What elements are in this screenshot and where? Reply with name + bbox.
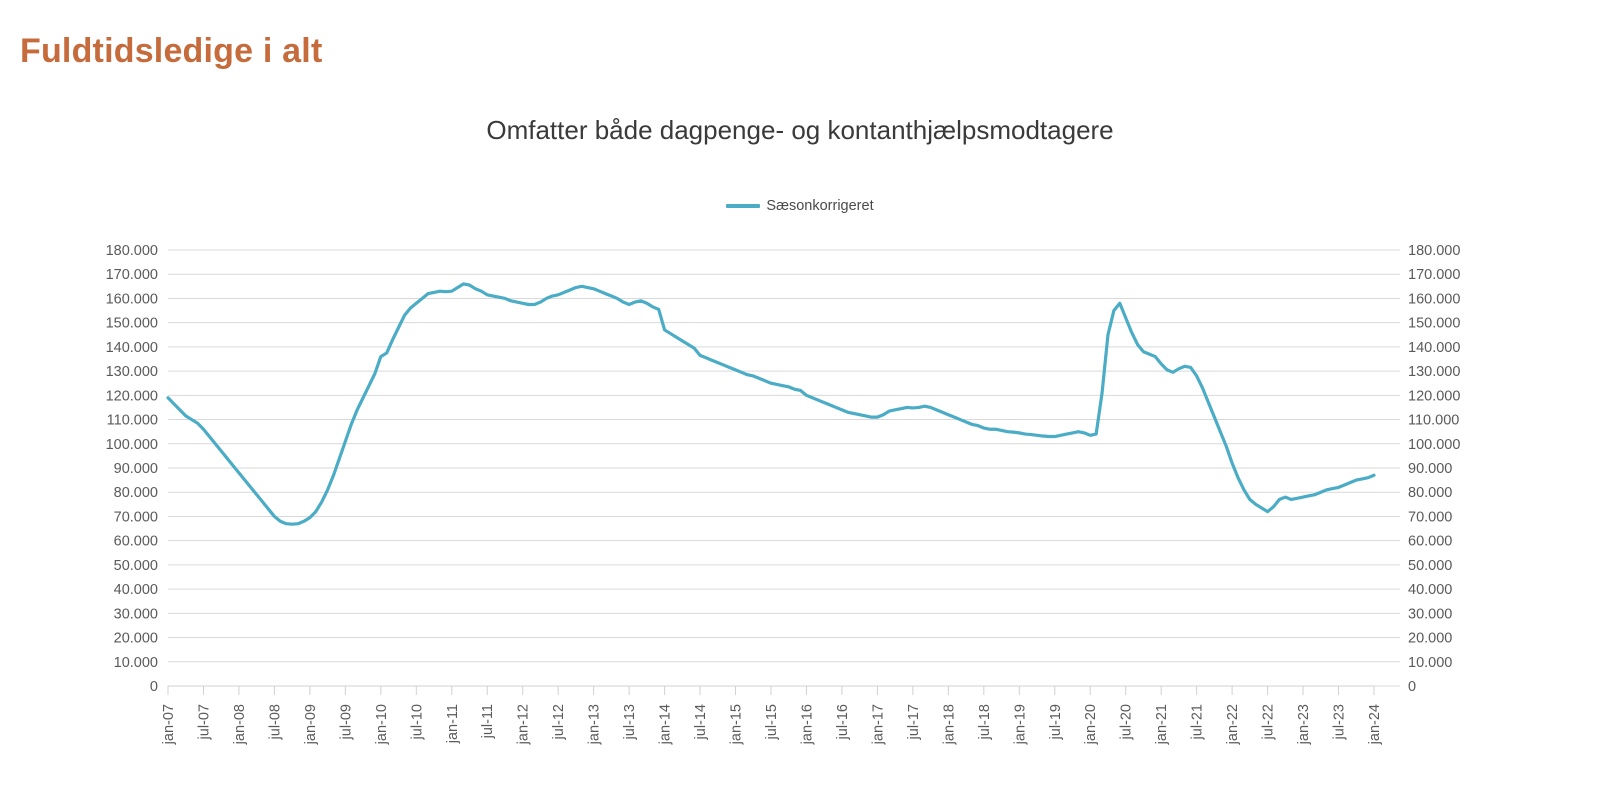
xaxis-tick-label: jan-21 bbox=[1154, 704, 1170, 745]
xaxis-tick-label: jan-15 bbox=[729, 704, 745, 745]
yaxis-tick-label: 40.000 bbox=[114, 582, 158, 598]
chart-xaxis-ticks bbox=[167, 686, 1375, 695]
yaxis-tick-label: 80.000 bbox=[114, 485, 158, 501]
yaxis-tick-label: 50.000 bbox=[114, 558, 158, 574]
yaxis-tick-label: 120.000 bbox=[1408, 388, 1460, 404]
yaxis-tick-label: 0 bbox=[150, 679, 158, 695]
yaxis-tick-label: 120.000 bbox=[106, 388, 158, 404]
series-line-saesonkorrigeret bbox=[166, 282, 1376, 526]
xaxis-tick-label: jul-23 bbox=[1332, 704, 1348, 740]
yaxis-tick-label: 170.000 bbox=[1408, 267, 1460, 283]
xaxis-tick-label: jul-15 bbox=[764, 704, 780, 740]
xaxis-tick-label: jan-11 bbox=[445, 704, 461, 744]
yaxis-tick-label: 90.000 bbox=[1408, 461, 1452, 477]
yaxis-tick-label: 0 bbox=[1408, 679, 1416, 695]
xaxis-tick-label: jan-23 bbox=[1296, 704, 1312, 745]
yaxis-tick-label: 130.000 bbox=[106, 364, 158, 380]
yaxis-tick-label: 170.000 bbox=[106, 267, 158, 283]
yaxis-tick-label: 130.000 bbox=[1408, 364, 1460, 380]
legend-item-saesonkorrigeret[interactable]: Sæsonkorrigeret bbox=[726, 198, 874, 214]
yaxis-tick-label: 70.000 bbox=[1408, 509, 1452, 525]
yaxis-tick-label: 150.000 bbox=[1408, 316, 1460, 332]
xaxis-tick-label: jul-11 bbox=[480, 704, 496, 739]
xaxis-tick-label: jan-17 bbox=[870, 704, 886, 745]
xaxis-tick-label: jul-10 bbox=[409, 704, 425, 740]
yaxis-tick-label: 160.000 bbox=[106, 291, 158, 307]
xaxis-tick-label: jul-08 bbox=[267, 704, 283, 740]
yaxis-tick-label: 160.000 bbox=[1408, 291, 1460, 307]
xaxis-tick-label: jan-09 bbox=[303, 704, 319, 745]
xaxis-tick-label: jul-22 bbox=[1261, 704, 1277, 740]
yaxis-tick-label: 90.000 bbox=[114, 461, 158, 477]
xaxis-tick-label: jul-14 bbox=[693, 704, 709, 740]
xaxis-labels: jan-07 jul-07 jan-08 jul-08 jan-09 jul-09 jan-… bbox=[161, 704, 1383, 745]
yaxis-tick-label: 60.000 bbox=[114, 534, 158, 550]
xaxis-tick-label: jul-07 bbox=[196, 704, 212, 740]
chart-subtitle: Omfatter både dagpenge- og kontanthjælps… bbox=[486, 115, 1114, 145]
xaxis-tick-label: jul-21 bbox=[1190, 704, 1206, 740]
yaxis-tick-label: 40.000 bbox=[1408, 582, 1452, 598]
yaxis-tick-label: 180.000 bbox=[106, 243, 158, 259]
xaxis-tick-label: jul-20 bbox=[1119, 704, 1135, 740]
yaxis-tick-label: 20.000 bbox=[114, 631, 158, 647]
xaxis-tick-label: jul-17 bbox=[906, 704, 922, 740]
chart-gridlines bbox=[168, 249, 1374, 687]
yaxis-tick-label: 30.000 bbox=[114, 606, 158, 622]
chart-legend: Sæsonkorrigeret bbox=[0, 198, 1600, 214]
page-title: Fuldtidsledige i alt bbox=[20, 32, 323, 70]
xaxis-tick-label: jan-16 bbox=[799, 704, 815, 745]
yaxis-tick-label: 30.000 bbox=[1408, 606, 1452, 622]
xaxis-tick-label: jan-14 bbox=[658, 704, 674, 745]
yaxis-tick-label: 50.000 bbox=[1408, 558, 1452, 574]
yaxis-tick-label: 110.000 bbox=[107, 413, 158, 429]
xaxis-tick-label: jan-24 bbox=[1367, 704, 1383, 745]
yaxis-labels-left: 180.000 170.000 160.000 150.000 140.000 130.0… bbox=[106, 243, 158, 695]
xaxis-tick-label: jul-12 bbox=[551, 704, 567, 740]
xaxis-tick-label: jan-12 bbox=[516, 704, 532, 745]
xaxis-tick-label: jan-19 bbox=[1012, 704, 1028, 745]
xaxis-tick-label: jul-13 bbox=[622, 704, 638, 740]
xaxis-tick-label: jan-18 bbox=[941, 704, 957, 745]
xaxis-tick-label: jan-08 bbox=[232, 704, 248, 745]
yaxis-tick-label: 140.000 bbox=[106, 340, 158, 356]
yaxis-tick-label: 150.000 bbox=[106, 316, 158, 332]
xaxis-tick-label: jan-07 bbox=[161, 704, 177, 745]
yaxis-tick-label: 60.000 bbox=[1408, 534, 1452, 550]
yaxis-tick-label: 140.000 bbox=[1408, 340, 1460, 356]
legend-item-label: Sæsonkorrigeret bbox=[766, 198, 874, 214]
yaxis-labels-right: 180.000 170.000 160.000 150.000 140.000 130.0… bbox=[1374, 243, 1460, 695]
xaxis-tick-label: jul-09 bbox=[338, 704, 354, 740]
legend-color-swatch bbox=[726, 204, 761, 208]
yaxis-tick-label: 180.000 bbox=[1408, 243, 1460, 259]
yaxis-tick-label: 20.000 bbox=[1408, 631, 1452, 647]
yaxis-tick-label: 110.000 bbox=[1408, 413, 1459, 429]
yaxis-tick-label: 100.000 bbox=[106, 437, 158, 453]
xaxis-tick-label: jan-20 bbox=[1083, 704, 1099, 745]
xaxis-tick-label: jan-13 bbox=[587, 704, 603, 745]
yaxis-tick-label: 80.000 bbox=[1408, 485, 1452, 501]
xaxis-tick-label: jul-18 bbox=[977, 704, 993, 740]
xaxis-tick-label: jul-19 bbox=[1048, 704, 1064, 740]
xaxis-tick-label: jan-10 bbox=[374, 704, 390, 745]
xaxis-tick-label: jan-22 bbox=[1225, 704, 1241, 745]
yaxis-tick-label: 10.000 bbox=[114, 655, 158, 671]
yaxis-tick-label: 10.000 bbox=[1408, 655, 1452, 671]
xaxis-tick-label: jul-16 bbox=[835, 704, 851, 740]
yaxis-tick-label: 100.000 bbox=[1408, 437, 1460, 453]
yaxis-tick-label: 70.000 bbox=[114, 509, 158, 525]
